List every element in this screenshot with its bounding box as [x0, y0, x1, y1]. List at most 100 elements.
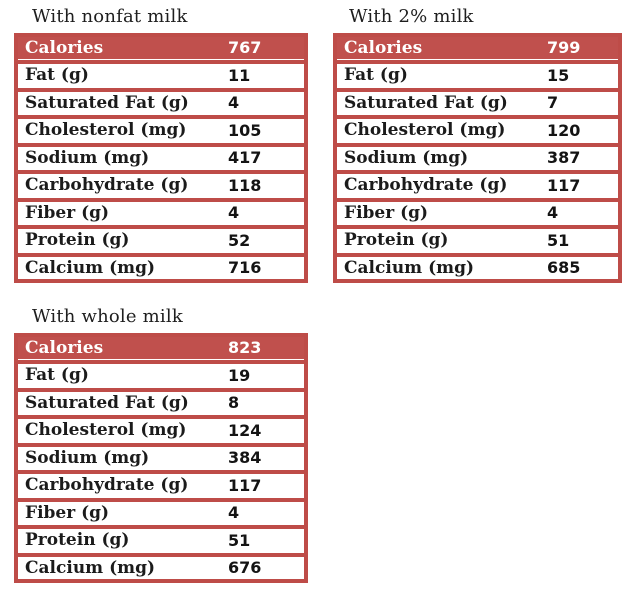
row-value: 11	[228, 65, 251, 85]
row-value: 19	[228, 365, 251, 385]
row-separator	[337, 60, 618, 64]
table-row: Saturated Fat (g) 8	[18, 393, 304, 415]
row-separator	[18, 360, 304, 364]
nutrition-table-nonfat-milk: Calories 767 Fat (g) 11 Saturated Fat (g) 4 Ch…	[14, 33, 308, 283]
table-row: Saturated Fat (g) 4	[18, 93, 304, 115]
row-label: Fat (g)	[25, 65, 89, 86]
row-value: 118	[228, 175, 262, 195]
row-label: Calcium (mg)	[25, 557, 156, 578]
table-row: Calcium (mg) 685	[337, 258, 618, 280]
nutrition-table-2-percent-milk: Calories 799 Fat (g) 15 Saturated Fat (g) 7 Ch…	[333, 33, 622, 283]
table-row: Saturated Fat (g) 7	[337, 93, 618, 115]
header-value: 767	[228, 38, 262, 57]
header-value: 799	[547, 38, 581, 57]
table-row: Cholesterol (mg) 120	[337, 120, 618, 142]
table-title-nonfat-milk: With nonfat milk	[32, 6, 188, 27]
row-value: 105	[228, 120, 262, 140]
row-value: 52	[228, 230, 251, 250]
row-value: 685	[547, 258, 581, 278]
row-separator	[18, 87, 304, 92]
row-label: Sodium (mg)	[25, 147, 150, 168]
row-label: Fiber (g)	[344, 202, 429, 223]
row-separator	[337, 87, 618, 92]
row-label: Protein (g)	[25, 530, 130, 551]
row-value: 716	[228, 258, 262, 278]
row-value: 384	[228, 448, 262, 468]
row-label: Carbohydrate (g)	[25, 475, 189, 496]
header-value: 823	[228, 338, 262, 357]
table-row: Protein (g) 52	[18, 230, 304, 252]
header-label: Calories	[25, 37, 104, 58]
two-percent-milk-table-section: With 2% milk Calories 799 Fat (g) 15 Saturat…	[333, 6, 622, 283]
row-separator	[18, 252, 304, 257]
table-row: Protein (g) 51	[18, 530, 304, 552]
row-separator	[18, 225, 304, 229]
row-value: 676	[228, 558, 262, 578]
table-row: Cholesterol (mg) 124	[18, 420, 304, 442]
row-value: 4	[228, 203, 240, 223]
table-row: Fiber (g) 4	[18, 203, 304, 225]
nutrition-table-whole-milk: Calories 823 Fat (g) 19 Saturated Fat (g) 8 Ch…	[14, 333, 308, 583]
row-separator	[337, 197, 618, 202]
table-row: Carbohydrate (g) 118	[18, 175, 304, 197]
row-label: Saturated Fat (g)	[25, 392, 189, 413]
table-row: Fat (g) 15	[337, 65, 618, 87]
row-separator	[18, 170, 304, 174]
row-label: Sodium (mg)	[344, 147, 469, 168]
header-label: Calories	[25, 337, 104, 358]
row-value: 8	[228, 393, 240, 413]
table-header-row: Calories 767	[18, 37, 304, 59]
table-row: Carbohydrate (g) 117	[18, 475, 304, 497]
row-separator	[18, 60, 304, 64]
row-separator	[337, 115, 618, 119]
row-label: Cholesterol (mg)	[25, 420, 187, 441]
row-label: Sodium (mg)	[25, 447, 150, 468]
row-separator	[337, 252, 618, 257]
table-row: Carbohydrate (g) 117	[337, 175, 618, 197]
row-value: 51	[547, 230, 570, 250]
row-value: 15	[547, 65, 570, 85]
row-separator	[337, 225, 618, 229]
table-title-2-percent-milk: With 2% milk	[349, 6, 474, 27]
row-value: 117	[228, 475, 262, 495]
row-separator	[18, 497, 304, 502]
row-separator	[18, 442, 304, 447]
row-value: 51	[228, 530, 251, 550]
row-label: Cholesterol (mg)	[25, 120, 187, 141]
table-header-row: Calories 799	[337, 37, 618, 59]
row-label: Protein (g)	[25, 230, 130, 251]
row-value: 417	[228, 148, 262, 168]
table-row: Fiber (g) 4	[18, 503, 304, 525]
table-row: Calcium (mg) 676	[18, 558, 304, 580]
table-row: Fat (g) 11	[18, 65, 304, 87]
row-separator	[337, 142, 618, 147]
row-value: 120	[547, 120, 581, 140]
table-row: Fat (g) 19	[18, 365, 304, 387]
nonfat-milk-table-section: With nonfat milk Calories 767 Fat (g) 11 Sat…	[14, 6, 308, 283]
row-label: Carbohydrate (g)	[25, 175, 189, 196]
table-row: Cholesterol (mg) 105	[18, 120, 304, 142]
row-separator	[18, 415, 304, 419]
row-value: 4	[228, 93, 240, 113]
row-separator	[18, 142, 304, 147]
row-value: 4	[228, 503, 240, 523]
row-label: Fiber (g)	[25, 202, 110, 223]
row-separator	[18, 197, 304, 202]
row-value: 117	[547, 175, 581, 195]
table-title-whole-milk: With whole milk	[32, 306, 183, 327]
row-label: Calcium (mg)	[344, 257, 475, 278]
table-row: Calcium (mg) 716	[18, 258, 304, 280]
table-row: Protein (g) 51	[337, 230, 618, 252]
row-separator	[18, 115, 304, 119]
table-row: Sodium (mg) 387	[337, 148, 618, 170]
row-label: Carbohydrate (g)	[344, 175, 508, 196]
row-label: Fat (g)	[25, 365, 89, 386]
row-separator	[18, 470, 304, 474]
row-value: 124	[228, 420, 262, 440]
row-value: 387	[547, 148, 581, 168]
whole-milk-table-section: With whole milk Calories 823 Fat (g) 19 Satu…	[14, 306, 308, 583]
row-label: Fiber (g)	[25, 502, 110, 523]
row-label: Cholesterol (mg)	[344, 120, 506, 141]
header-label: Calories	[344, 37, 423, 58]
row-separator	[18, 552, 304, 557]
